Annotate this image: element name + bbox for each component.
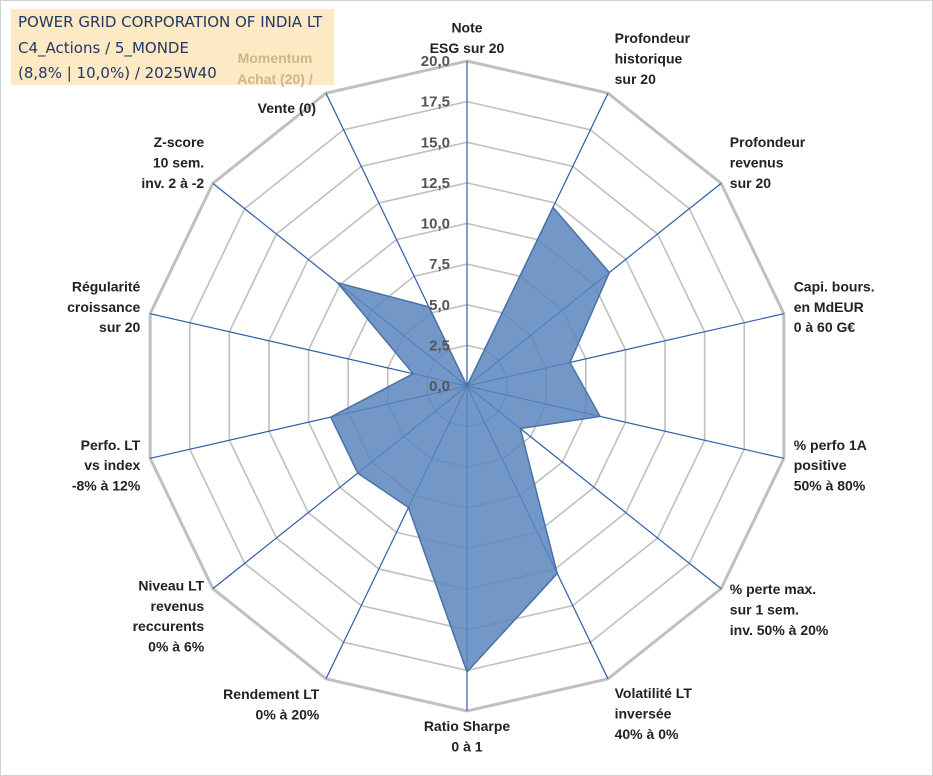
axis-label-line: sur 20 bbox=[99, 319, 140, 335]
axis-label: Z-score 10 sem. inv. 2 à -2 bbox=[141, 134, 204, 191]
axis-label: % perte max. sur 1 sem. inv. 50% à 20% bbox=[730, 581, 829, 638]
axis-label: Niveau LT revenus reccurents 0% à 6% bbox=[133, 577, 205, 654]
axis-label-line: sur 20 bbox=[730, 175, 771, 191]
axis-label: Profondeur revenus sur 20 bbox=[730, 134, 806, 191]
axis-label-line: 0 à 1 bbox=[451, 738, 482, 754]
tick-label: 5,0 bbox=[429, 297, 450, 314]
axis-label-line: ESG sur 20 bbox=[430, 40, 505, 56]
axis-label-line: historique bbox=[615, 50, 683, 66]
axis-label-line: Capi. bours. bbox=[794, 278, 875, 294]
axis-label: Rendement LT 0% à 20% bbox=[223, 686, 320, 722]
axis-label-line: revenus bbox=[730, 154, 784, 170]
axis-label: % perfo 1A positive 50% à 80% bbox=[794, 437, 867, 494]
axis-label: Volatilité LT inversée 40% à 0% bbox=[615, 685, 693, 742]
axis-label: Vente (0) bbox=[258, 100, 316, 116]
momentum-label-line2: Achat (20) / bbox=[237, 71, 313, 87]
axis-label-line: 50% à 80% bbox=[794, 478, 866, 494]
axis-label-line: Ratio Sharpe bbox=[424, 718, 511, 734]
axis-label: Régularité croissance sur 20 bbox=[67, 278, 140, 335]
tick-label: 20,0 bbox=[421, 53, 450, 70]
axis-label-line: % perte max. bbox=[730, 581, 816, 597]
axis-label-line: Profondeur bbox=[730, 134, 806, 150]
axis-label-line: Vente (0) bbox=[258, 100, 316, 116]
axis-label-line: -8% à 12% bbox=[72, 478, 141, 494]
axis-label-line: revenus bbox=[151, 598, 205, 614]
axis-label-line: Régularité bbox=[72, 278, 141, 294]
axis-label-line: 10 sem. bbox=[153, 154, 204, 170]
axis-label-line: Perfo. LT bbox=[81, 437, 141, 453]
tick-label: 17,5 bbox=[421, 94, 450, 111]
axis-label-line: 0% à 20% bbox=[256, 707, 320, 723]
axis-label-line: inv. 2 à -2 bbox=[141, 175, 204, 191]
tick-label: 7,5 bbox=[429, 256, 450, 273]
tick-label: 12,5 bbox=[421, 175, 450, 192]
info-title: POWER GRID CORPORATION OF INDIA LT bbox=[18, 13, 323, 31]
tick-label: 15,0 bbox=[421, 134, 450, 151]
axis-label-line: sur 20 bbox=[615, 71, 656, 87]
axis-label-line: inv. 50% à 20% bbox=[730, 622, 829, 638]
info-subtitle: C4_Actions / 5_MONDE bbox=[18, 39, 189, 57]
axis-label-line: Z-score bbox=[154, 134, 205, 150]
radar-tick-labels: 0,0 2,5 5,0 7,5 10,0 12,5 15,0 17,5 20,0 bbox=[421, 53, 450, 395]
axis-label: Profondeur historique sur 20 bbox=[615, 30, 691, 87]
axis-label-line: Rendement LT bbox=[223, 686, 320, 702]
axis-label-line: en MdEUR bbox=[794, 299, 864, 315]
tick-label: 10,0 bbox=[421, 216, 450, 233]
axis-label: Ratio Sharpe 0 à 1 bbox=[424, 718, 511, 754]
axis-label-line: 40% à 0% bbox=[615, 726, 679, 742]
series-area bbox=[329, 206, 611, 674]
axis-label-line: Niveau LT bbox=[138, 577, 204, 593]
axis-label-line: inversée bbox=[615, 706, 672, 722]
axis-label-line: vs index bbox=[84, 457, 140, 473]
axis-label-line: croissance bbox=[67, 299, 140, 315]
axis-label-line: sur 1 sem. bbox=[730, 602, 799, 618]
axis-label-line: Volatilité LT bbox=[615, 685, 693, 701]
tick-label: 2,5 bbox=[429, 337, 450, 354]
axis-label-line: reccurents bbox=[133, 618, 205, 634]
momentum-label-line1: Momentum bbox=[238, 50, 313, 66]
axis-label-line: 0% à 6% bbox=[148, 639, 205, 655]
axis-label-line: Note bbox=[451, 20, 482, 36]
radar-axis-labels: Note ESG sur 20 Profondeur historique sur 20… bbox=[67, 20, 874, 755]
axis-label-line: % perfo 1A bbox=[794, 437, 867, 453]
info-box: POWER GRID CORPORATION OF INDIA LT C4_Ac… bbox=[11, 9, 334, 85]
axis-label: Note ESG sur 20 bbox=[430, 20, 505, 56]
axis-label-line: positive bbox=[794, 457, 847, 473]
radar-series bbox=[329, 206, 611, 674]
info-period: (8,8% | 10,0%) / 2025W40 bbox=[18, 64, 217, 82]
axis-label-line: Profondeur bbox=[615, 30, 691, 46]
axis-label: Perfo. LT vs index -8% à 12% bbox=[72, 437, 141, 494]
axis-label-line: 0 à 60 G€ bbox=[794, 319, 856, 335]
axis-label: Capi. bours. en MdEUR 0 à 60 G€ bbox=[794, 278, 875, 335]
tick-label: 0,0 bbox=[429, 378, 450, 395]
